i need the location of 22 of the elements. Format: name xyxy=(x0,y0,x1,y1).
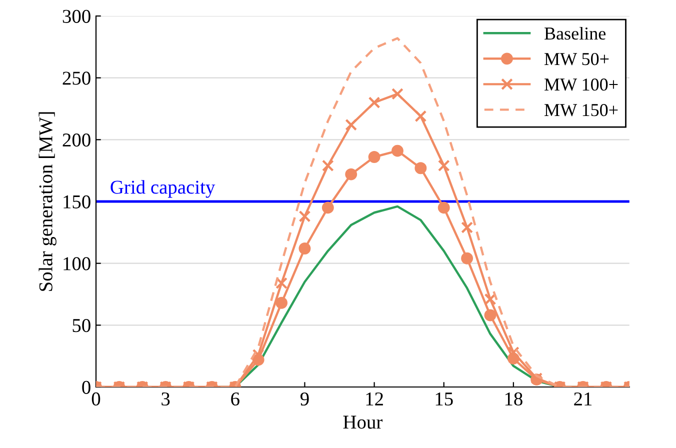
legend-label: Baseline xyxy=(544,26,606,40)
y-tick-label: 100 xyxy=(64,257,90,270)
x-tick-label: 3 xyxy=(162,392,170,406)
x-tick-label: 18 xyxy=(505,392,522,406)
x-tick-label: 15 xyxy=(436,392,453,406)
x-tick-label: 12 xyxy=(366,392,383,406)
legend-label: MW 150+ xyxy=(544,104,618,116)
ref-line-label: Grid capacity xyxy=(110,180,216,198)
y-tick-label: 300 xyxy=(62,10,90,23)
y-axis-title: Solar generation [MW] xyxy=(38,112,56,291)
y-tick-label: 200 xyxy=(62,133,90,147)
x-tick-label: 21 xyxy=(574,392,592,406)
legend-label: MW 50+ xyxy=(544,52,609,66)
y-tick-label: 50 xyxy=(72,318,90,332)
y-tick-label: 250 xyxy=(62,72,90,85)
legend-label: MW 100+ xyxy=(544,78,618,91)
x-tick-label: 0 xyxy=(92,392,100,406)
y-tick-label: 150 xyxy=(64,195,90,208)
x-tick-label: 6 xyxy=(231,392,240,406)
y-tick-label: 0 xyxy=(82,380,90,394)
x-tick-label: 9 xyxy=(300,392,309,406)
x-axis-title: Hour xyxy=(343,416,382,429)
